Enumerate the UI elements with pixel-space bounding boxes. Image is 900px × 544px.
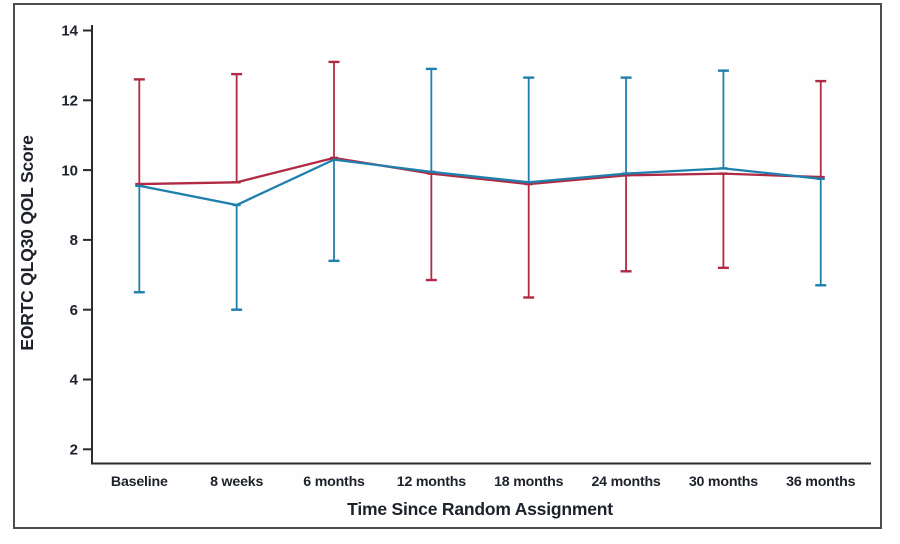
series-line-blue-arm: [139, 158, 821, 207]
x-category-label: Baseline: [111, 474, 168, 490]
y-tick-label: 6: [70, 302, 78, 319]
y-tick-label: 4: [70, 372, 79, 389]
y-tick-label: 10: [61, 162, 78, 179]
x-category-label: 8 weeks: [210, 474, 263, 490]
x-category-label: 6 months: [303, 474, 365, 490]
x-category-label: 36 months: [786, 474, 855, 490]
series-line-red-arm: [139, 156, 821, 186]
y-tick-label: 12: [61, 93, 78, 110]
y-tick-label: 14: [61, 23, 78, 40]
x-category-label: 18 months: [494, 474, 563, 490]
y-tick-label: 2: [70, 442, 78, 459]
x-category-label: 12 months: [397, 474, 466, 490]
x-category-label: 30 months: [689, 474, 758, 490]
y-axis-title: EORTC QLQ30 QOL Score: [17, 135, 37, 351]
y-tick-label: 8: [70, 232, 78, 249]
x-axis-title: Time Since Random Assignment: [347, 499, 613, 519]
figure-border: [13, 3, 882, 529]
x-category-label: 24 months: [591, 474, 660, 490]
